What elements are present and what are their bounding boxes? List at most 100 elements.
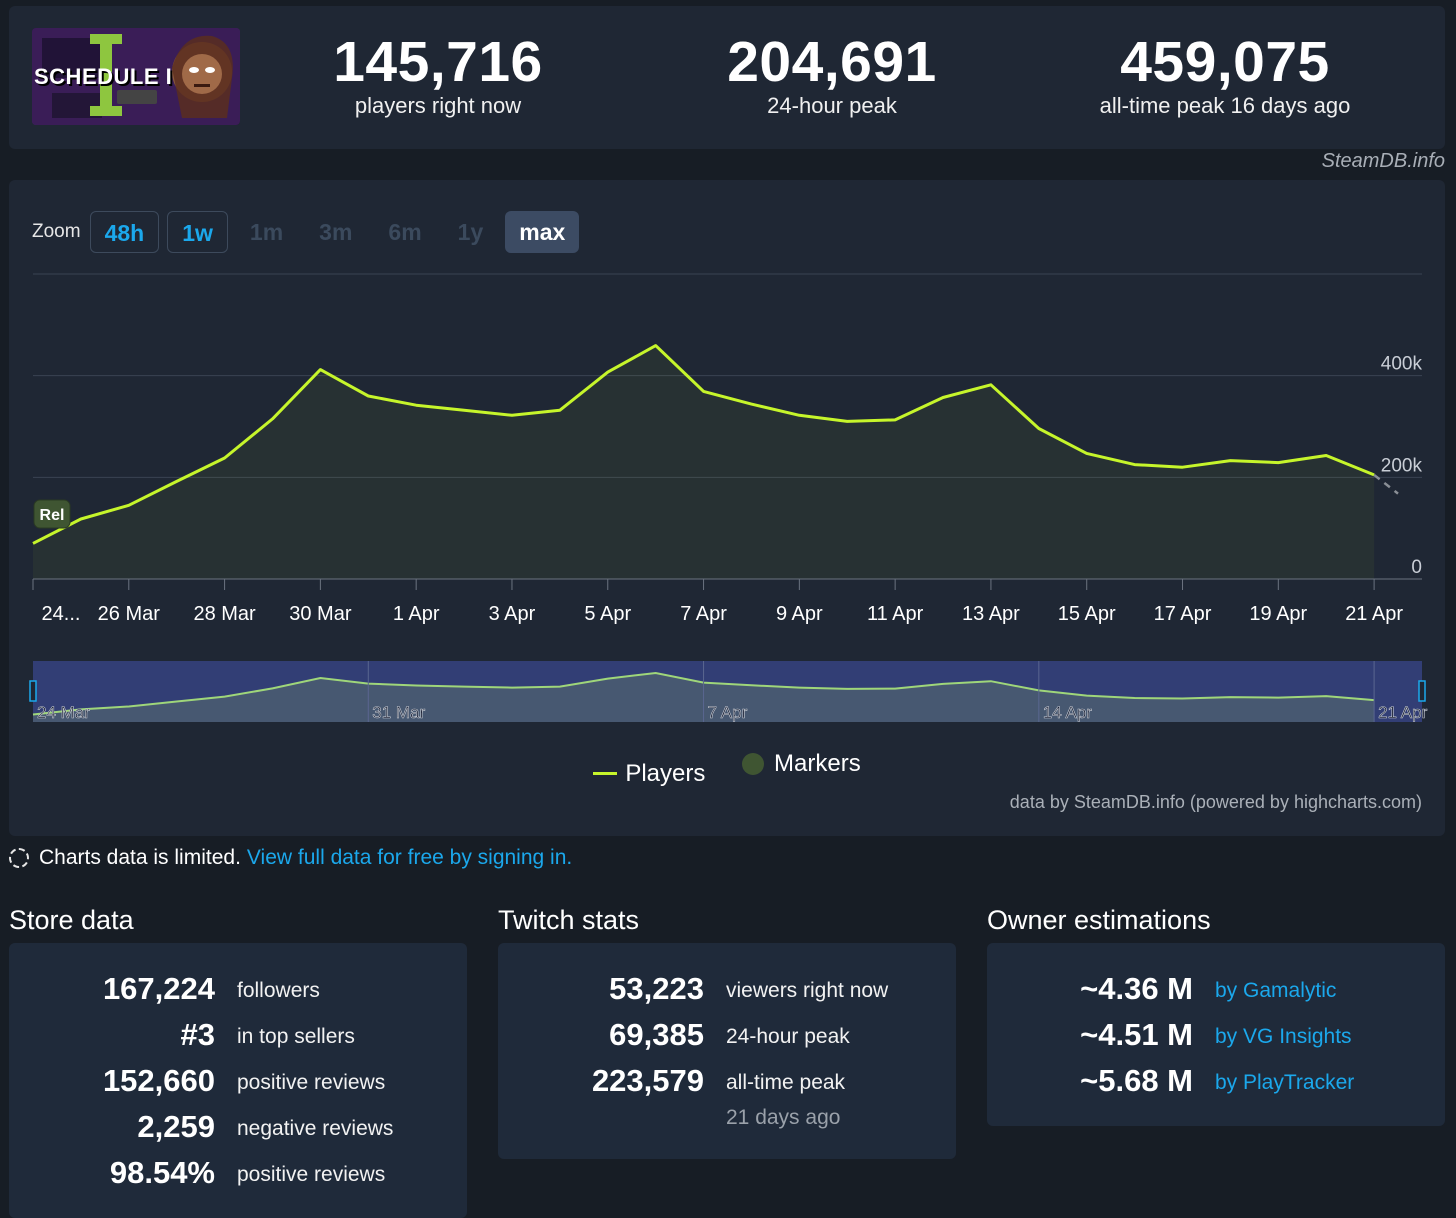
row-value: #3 — [180, 1017, 215, 1052]
legend-dot-icon — [742, 753, 765, 775]
navigator-handle-icon — [29, 680, 37, 702]
twitch-row: 223,579 all-time peak — [498, 1063, 956, 1103]
gamalytic-link[interactable]: by Gamalytic — [1215, 979, 1337, 1002]
stat-label: players right now — [354, 93, 522, 118]
chart-navigator: 24 Mar 31 Mar 7 Apr 14 Apr 21 Apr — [29, 661, 1428, 722]
chart-legend: Players Markers — [9, 750, 1445, 788]
x-tick-label: 15 Apr — [1058, 603, 1116, 625]
owner-row: ~4.36 M by Gamalytic — [987, 971, 1445, 1011]
chart-axes: 0 200k 400k 24... 26 Mar 28 Mar 30 Mar 1 Apr 3 A… — [32, 354, 1423, 625]
x-tick-label: 30 Mar — [289, 603, 352, 625]
x-tick-label: 5 Apr — [584, 603, 631, 625]
chart-credit[interactable]: data by SteamDB.info (powered by highcha… — [1009, 792, 1422, 812]
x-tick-label: 1 Apr — [393, 603, 440, 625]
marker-badge — [33, 499, 71, 529]
stat-value: 145,716 — [333, 30, 543, 94]
zoom-max-button[interactable]: max — [505, 211, 580, 253]
row-label: viewers right now — [726, 979, 889, 1002]
zoom-1y-button: 1y — [457, 219, 484, 245]
stat-label: all-time peak 16 days ago — [1099, 93, 1351, 118]
row-value: 167,224 — [102, 971, 215, 1006]
chart-grid — [33, 273, 1422, 478]
twitch-row: 69,385 24-hour peak — [498, 1017, 956, 1057]
zoom-controls: Zoom 48h 1w 1m 3m 6m 1y max — [32, 210, 587, 254]
store-data-title: Store data — [9, 905, 134, 935]
legend-label: Markers — [774, 750, 861, 777]
row-value: ~4.36 M — [1080, 971, 1193, 1006]
vg-insights-link[interactable]: by VG Insights — [1215, 1025, 1352, 1048]
steamdb-credit[interactable]: SteamDB.info — [1321, 150, 1445, 172]
zoom-6m-button: 6m — [388, 219, 422, 245]
row-label: positive reviews — [237, 1071, 386, 1094]
marker-label: Rel — [40, 507, 65, 524]
navigator-label: 31 Mar — [372, 703, 425, 722]
store-row: 2,259 negative reviews — [9, 1109, 467, 1149]
zoom-label: Zoom — [32, 221, 81, 242]
player-chart[interactable]: Rel 0 200k 400k 24... 26 Mar 28 Mar 30 Mar 1 Ap… — [9, 180, 1445, 836]
owner-row: ~5.68 M by PlayTracker — [987, 1063, 1445, 1103]
sign-in-link[interactable]: View full data for free by signing in. — [246, 846, 573, 869]
row-label: all-time peak — [726, 1071, 846, 1094]
y-tick-label: 0 — [1411, 557, 1422, 578]
navigator-label: 14 Apr — [1043, 703, 1092, 722]
navigator-label: 7 Apr — [708, 703, 748, 722]
x-tick-label: 17 Apr — [1154, 603, 1212, 625]
x-tick-label: 3 Apr — [489, 603, 536, 625]
row-value: 98.54% — [109, 1155, 215, 1190]
twitch-stats-box: 53,223 viewers right now 69,385 24-hour pe… — [498, 943, 956, 1159]
row-value: ~5.68 M — [1080, 1063, 1193, 1098]
row-label: 24-hour peak — [726, 1025, 850, 1048]
twitch-stats-title: Twitch stats — [498, 905, 640, 935]
navigator-selection — [33, 661, 1422, 722]
row-value: 69,385 — [609, 1017, 704, 1052]
zoom-48h-button[interactable]: 48h — [89, 211, 160, 253]
loading-circle-icon — [9, 848, 29, 868]
x-tick-label: 13 Apr — [962, 603, 1020, 625]
navigator-label: 24 Mar — [37, 703, 90, 722]
chart-markers: Rel — [33, 499, 71, 529]
x-tick-label: 24... — [42, 603, 81, 625]
x-tick-label: 26 Mar — [98, 603, 161, 625]
zoom-1m-button: 1m — [249, 219, 284, 245]
owner-estimations-title: Owner estimations — [987, 905, 1211, 935]
game-logo[interactable]: SCHEDULE I — [32, 28, 240, 125]
legend-label: Players — [625, 759, 706, 787]
stat-value: 459,075 — [1120, 30, 1330, 94]
row-value: ~4.51 M — [1080, 1017, 1193, 1052]
zoom-3m-button: 3m — [319, 219, 353, 245]
store-row: 167,224 followers — [9, 971, 467, 1011]
zoom-1w-button[interactable]: 1w — [167, 211, 228, 253]
limited-data-notice: Charts data is limited. View full data f… — [9, 846, 572, 870]
legend-line-icon — [593, 772, 618, 775]
row-label: negative reviews — [237, 1117, 394, 1140]
y-tick-label: 400k — [1381, 354, 1423, 375]
store-row: #3 in top sellers — [9, 1017, 467, 1057]
chart-series-players — [32, 344, 1399, 545]
release-marker: Rel — [33, 499, 71, 529]
navigator-handle-icon — [1418, 680, 1426, 702]
legend-item-markers[interactable]: Markers — [742, 750, 861, 778]
x-tick-label: 19 Apr — [1249, 603, 1307, 625]
x-tick-label: 11 Apr — [867, 603, 924, 625]
stat-value: 204,691 — [727, 30, 937, 94]
legend-item-players[interactable]: Players — [593, 760, 705, 788]
players-area — [33, 345, 1375, 579]
stat-label: 24-hour peak — [767, 93, 897, 118]
row-value: 223,579 — [591, 1063, 704, 1098]
x-tick-label: 9 Apr — [776, 603, 823, 625]
row-label: in top sellers — [237, 1025, 355, 1048]
stat-alltime-peak: 459,075 all-time peak 16 days ago — [1045, 32, 1405, 120]
row-value: 53,223 — [609, 971, 704, 1006]
y-tick-label: 200k — [1381, 455, 1423, 476]
playtracker-link[interactable]: by PlayTracker — [1215, 1071, 1355, 1094]
players-line — [32, 344, 1375, 545]
game-logo-title: SCHEDULE I — [34, 64, 173, 89]
owner-row: ~4.51 M by VG Insights — [987, 1017, 1445, 1057]
store-row: 98.54% positive reviews — [9, 1155, 467, 1195]
navigator-label: 21 Apr — [1378, 703, 1427, 722]
row-value: 2,259 — [137, 1109, 215, 1144]
stat-players-now: 145,716 players right now — [258, 32, 618, 120]
row-label: positive reviews — [237, 1163, 386, 1186]
twitch-peak-age: 21 days ago — [726, 1106, 841, 1129]
row-label: followers — [237, 979, 320, 1002]
